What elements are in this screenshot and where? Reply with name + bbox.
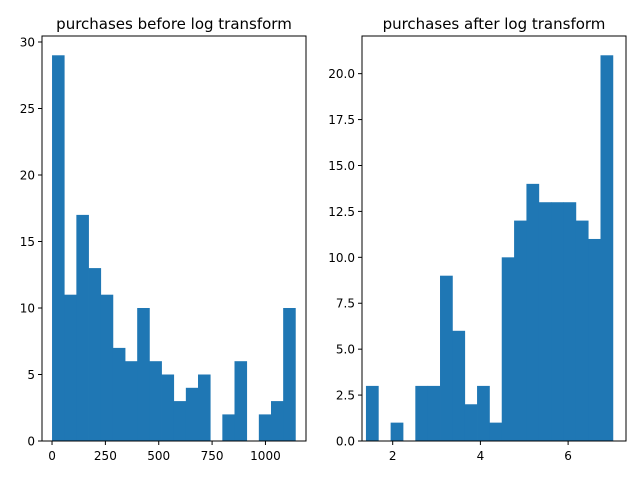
right-x-tick-label: 2 xyxy=(389,449,397,463)
left-histogram-bar xyxy=(52,55,65,442)
left-histogram-bar xyxy=(100,294,114,441)
right-histogram-bar xyxy=(588,238,601,441)
right-histogram-bar xyxy=(526,183,540,441)
left-axes-frame xyxy=(41,35,307,442)
right-y-tick-label: 10.0 xyxy=(328,251,355,265)
right-x-tick-label: 4 xyxy=(477,449,485,463)
left-y-tick-label: 20 xyxy=(20,168,35,182)
right-histogram-bar xyxy=(538,202,552,441)
left-chart-title: purchases before log transform xyxy=(56,15,292,33)
right-histogram-bar xyxy=(575,220,589,441)
right-x-tick-label: 6 xyxy=(564,449,572,463)
right-y-tick-label: 5.0 xyxy=(336,343,355,357)
left-x-tick-label: 0 xyxy=(48,449,56,463)
left-y-tick-label: 15 xyxy=(20,235,35,249)
left-bars xyxy=(52,55,296,442)
right-histogram-bar xyxy=(514,220,527,441)
left-histogram-bar xyxy=(76,214,89,441)
left-histogram-bar xyxy=(125,361,138,441)
left-x-tick-label: 750 xyxy=(201,449,224,463)
left-histogram-bar xyxy=(88,268,102,441)
right-histogram-bar xyxy=(477,385,490,441)
right-y-tick-label: 0.0 xyxy=(336,435,355,449)
right-histogram-bar xyxy=(440,275,453,441)
right-histogram-bar xyxy=(452,330,466,441)
right-histogram-bar xyxy=(390,422,404,441)
left-axes: 0 250 500 750 1000 0 5 10 15 20 25 30 xyxy=(20,35,307,463)
left-histogram-bar xyxy=(64,294,77,441)
right-histogram-bar xyxy=(489,422,503,441)
left-y-tick-label: 10 xyxy=(20,301,35,315)
left-y-tick-label: 30 xyxy=(20,35,35,49)
right-histogram-bar xyxy=(551,202,564,441)
left-histogram-bar xyxy=(234,361,248,441)
left-x-tick-label: 500 xyxy=(147,449,170,463)
left-histogram-bar xyxy=(173,401,187,441)
right-histogram-bar xyxy=(427,385,441,441)
left-histogram-bar xyxy=(198,374,211,441)
left-histogram-bar xyxy=(149,361,162,441)
left-histogram-bar xyxy=(258,414,272,441)
right-y-tick-label: 15.0 xyxy=(328,159,355,173)
left-histogram-bar xyxy=(283,307,296,441)
right-axes: 2 4 6 0.0 2.5 5.0 7.5 10.0 12.5 15.0 17.5 20.0 xyxy=(328,35,627,463)
left-histogram-bar xyxy=(270,401,284,441)
left-histogram-bar xyxy=(185,387,199,441)
left-y-tick-label: 0 xyxy=(27,435,35,449)
right-histogram-bar xyxy=(600,55,614,442)
right-histogram-bar xyxy=(563,202,577,441)
right-histogram-bar xyxy=(464,404,478,441)
right-y-tick-label: 20.0 xyxy=(328,67,355,81)
left-histogram-panel: purchases before log transform 0 250 500 75… xyxy=(20,15,307,463)
right-histogram-bar xyxy=(365,385,379,441)
left-x-tick-label: 1000 xyxy=(250,449,281,463)
right-y-tick-label: 12.5 xyxy=(328,205,355,219)
right-y-tick-label: 7.5 xyxy=(336,297,355,311)
right-axes-frame xyxy=(361,35,627,442)
right-y-tick-label: 17.5 xyxy=(328,113,355,127)
left-y-tick-label: 5 xyxy=(27,368,35,382)
left-x-tick-label: 250 xyxy=(94,449,117,463)
left-histogram-bar xyxy=(112,347,126,441)
right-histogram-bar xyxy=(415,385,429,441)
right-histogram-panel: purchases after log transform 2 4 6 0.0 2.5 5… xyxy=(328,15,627,463)
left-histogram-bar xyxy=(222,414,235,441)
left-y-tick-label: 25 xyxy=(20,102,35,116)
right-bars xyxy=(365,55,614,442)
right-y-tick-label: 2.5 xyxy=(336,389,355,403)
left-histogram-bar xyxy=(137,307,150,441)
right-histogram-bar xyxy=(501,257,515,441)
right-chart-title: purchases after log transform xyxy=(383,15,606,33)
left-histogram-bar xyxy=(161,374,175,441)
